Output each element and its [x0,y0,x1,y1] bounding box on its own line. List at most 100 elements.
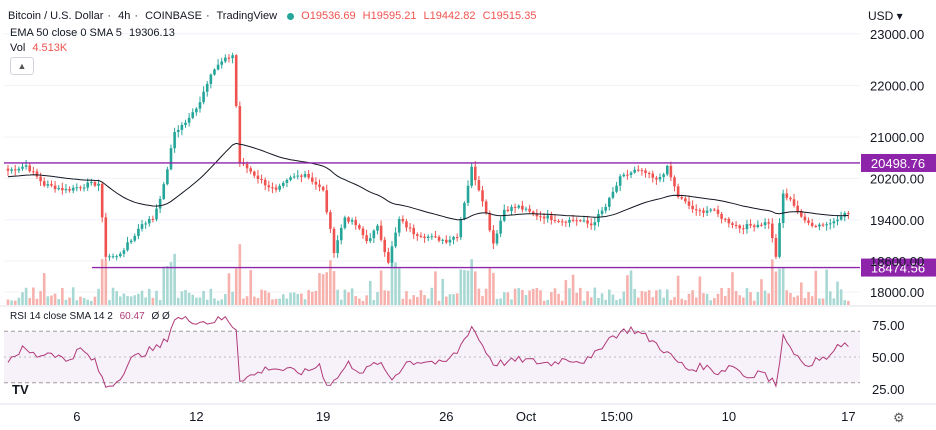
volume-bar [644,291,647,305]
volume-bar [191,294,195,305]
level-price-tag [861,153,936,172]
candle-body [484,201,488,214]
candle-body [115,256,118,258]
symbol-name[interactable]: Bitcoin / U.S. Dollar [8,10,104,22]
candle-body [318,184,321,187]
candle-body [727,218,731,224]
time-tick-label: 19 [316,409,330,424]
candle-body [749,224,752,226]
candle-body [452,237,455,240]
volume-bar [579,287,582,305]
volume-bar [647,290,651,305]
volume-bar [329,260,332,305]
volume-bar [401,298,405,305]
tradingview-logo-icon[interactable]: TV [12,382,29,397]
candle-body [763,222,767,226]
volume-bar [792,297,796,305]
candle-body [723,218,727,220]
candle-body [477,180,481,191]
volume-bar [434,271,437,305]
candle-body [292,176,296,178]
exchange: COINBASE [145,10,202,22]
volume-bar [825,269,828,305]
candle-body [495,233,499,244]
interval[interactable]: 4h [118,10,131,22]
candle-body [180,124,184,130]
time-tick-label: 10 [722,409,736,424]
price-tick-label: 21000.00 [870,130,924,145]
volume-bar [21,292,24,305]
volume-bar [694,297,698,305]
candle-body [137,228,140,236]
candle-body [691,205,694,210]
collapse-arrow-icon[interactable]: ▲ [10,57,34,75]
volume-bar [745,288,749,305]
candle-body [434,236,437,238]
rsi-tick-label: 75.00 [872,318,905,333]
candle-body [144,223,147,225]
volume-bar [6,299,10,305]
volume-bar [463,270,466,305]
candle-body [412,227,415,235]
volume-bar [387,290,390,305]
volume-bar [665,289,669,305]
time-tick-label: 6 [73,409,80,424]
volume-bar [140,290,144,305]
volume-bar [448,294,452,305]
volume-bar [46,296,50,305]
settings-gear-icon[interactable]: ⚙ [893,410,905,425]
candle-body [437,236,441,241]
volume-bar [111,287,115,305]
candle-body [662,174,665,177]
volume-value: 4.513K [32,42,68,54]
candle-body [173,132,176,149]
volume-bar [79,296,82,305]
candle-body [731,223,734,226]
volume-bar [481,296,484,305]
rsi-legend[interactable]: RSI 14 close SMA 14 2 60.47 Ø Ø [10,311,174,322]
candle-body [224,57,227,62]
currency-selector[interactable]: USD ▾ [868,9,903,23]
volume-bar [310,291,314,305]
volume-bar [593,287,597,305]
candle-body [658,176,662,180]
candle-body [618,176,622,186]
volume-bar [550,292,553,305]
candle-body [734,225,738,227]
candle-body [713,209,716,211]
volume-bar [332,271,336,305]
volume-bar [50,295,53,305]
volume-bar [629,270,633,305]
candle-body [289,177,292,180]
horizontal-levels[interactable]: 20498.76 18474.56 [4,153,936,277]
candle-body [184,122,187,125]
volume-bar [437,300,441,305]
rsi-tick-label: 50.00 [872,350,905,365]
volume-legend[interactable]: Vol 4.513K [10,42,71,54]
candle-body [253,171,256,176]
volume-bar [521,289,524,305]
open-value: O19536.69 [301,10,356,22]
candle-body [296,175,300,177]
candle-body [430,236,434,238]
volume-bar [224,294,227,305]
ema-legend[interactable]: EMA 50 close 0 SMA 5 19306.13 [10,27,179,39]
candle-body [593,222,597,226]
candle-body [205,83,209,92]
candle-body [347,217,350,222]
volume-bar [408,299,412,305]
candle-body [571,219,575,221]
candle-body [528,208,531,212]
candle-body [426,236,430,238]
volume-bar [774,271,778,305]
candle-body [459,219,463,238]
ema-50-line [7,142,849,221]
candle-body [198,102,202,109]
candle-body [249,168,252,172]
volume-bars [6,244,850,305]
volume-bar [752,300,756,305]
volume-bar [394,262,397,305]
volume-bar [510,299,513,305]
volume-bar [147,288,151,305]
